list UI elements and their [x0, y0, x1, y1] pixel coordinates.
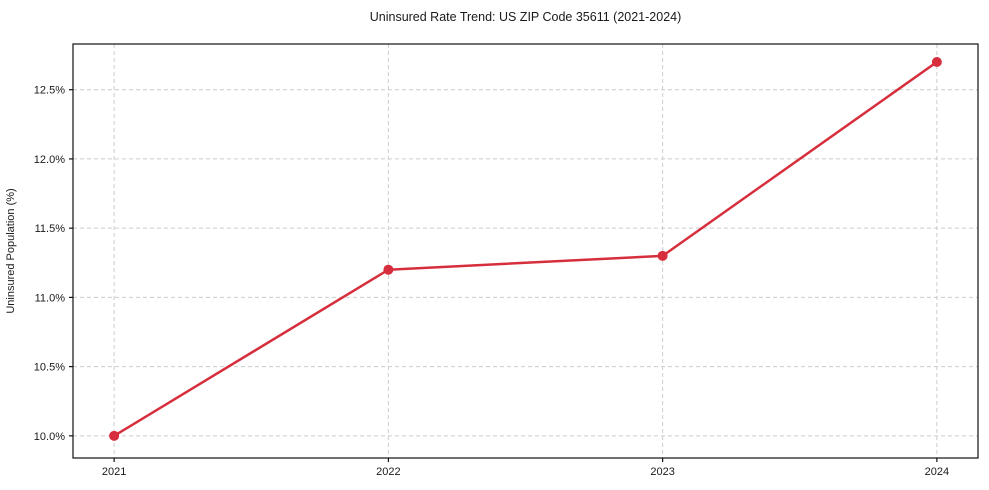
x-tick-label: 2024	[925, 466, 949, 478]
x-tick-label: 2021	[102, 466, 126, 478]
y-tick-label: 12.0%	[34, 154, 65, 166]
y-tick-label: 12.5%	[34, 85, 65, 97]
plot-border	[72, 43, 979, 459]
trend-line	[112, 60, 939, 438]
data-point-marker	[109, 430, 120, 441]
trend-line-series	[109, 57, 942, 441]
y-tick-label: 11.5%	[35, 223, 66, 235]
chart-title: Uninsured Rate Trend: US ZIP Code 35611 …	[370, 10, 682, 24]
data-point-marker	[383, 264, 394, 275]
axis-ticks	[69, 89, 938, 462]
y-tick-label: 11.0%	[35, 292, 66, 304]
x-tick-label: 2022	[376, 466, 400, 478]
data-point-marker	[931, 57, 942, 67]
axis-tick-labels: 10.0% 10.5% 11.0% 11.5% 12.0% 12.5% 2021 2022 20…	[34, 85, 949, 478]
x-tick-label: 2023	[650, 466, 674, 478]
y-tick-label: 10.0%	[34, 431, 65, 443]
data-point-marker	[657, 250, 668, 261]
y-axis-label: Uninsured Population (%)	[5, 188, 17, 313]
gridlines	[73, 44, 978, 458]
y-tick-label: 10.5%	[34, 362, 65, 374]
